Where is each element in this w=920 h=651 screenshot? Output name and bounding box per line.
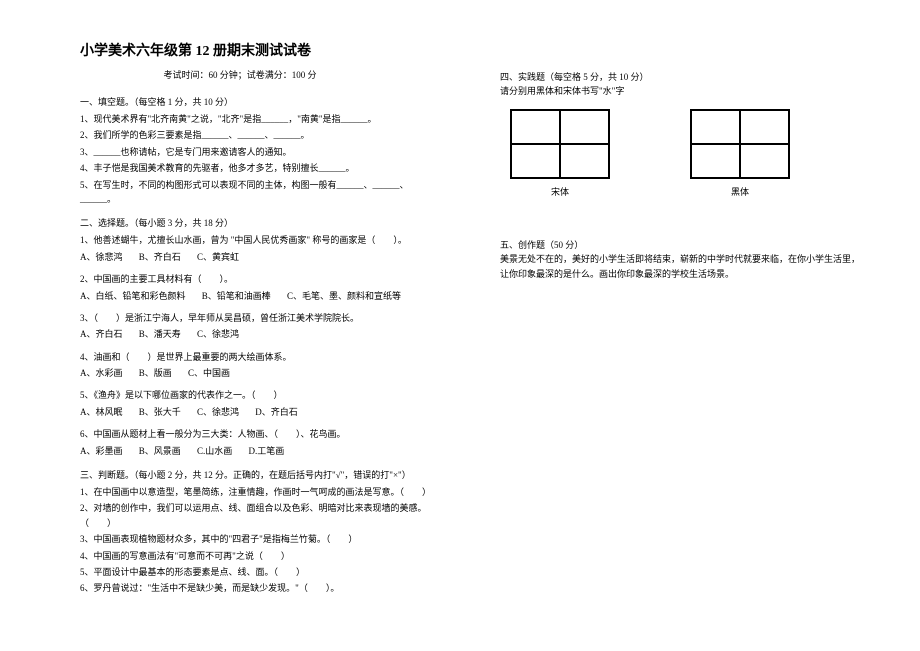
s1-q5: 5、在写生时，不同的构图形式可以表现不同的主体，构图一般有______、____… xyxy=(80,178,440,207)
s2-q1c: C、黄宾虹 xyxy=(197,252,239,262)
songti-grid-box: 宋体 xyxy=(510,109,610,198)
s2-q3: 3、（ ）是浙江宁海人，早年师从吴昌硕，曾任浙江美术学院院长。 xyxy=(80,311,440,325)
s2-q5-opts: A、林风眠 B、张大千 C、徐悲鸿 D、齐白石 xyxy=(80,405,440,419)
s2-q2c: C、毛笔、墨、颜料和宣纸等 xyxy=(287,291,401,301)
s2-q5b: B、张大千 xyxy=(139,407,181,417)
s2-q3b: B、潘天寿 xyxy=(139,329,181,339)
s2-q4b: B、版画 xyxy=(139,368,172,378)
heiti-grid[interactable] xyxy=(690,109,790,179)
s1-q4: 4、丰子恺是我国美术教育的先驱者，他多才多艺，特别擅长______。 xyxy=(80,161,440,175)
s1-q3: 3、______也称请帖，它是专门用来邀请客人的通知。 xyxy=(80,145,440,159)
s2-q6c: C.山水画 xyxy=(197,446,232,456)
s2-q6a: A、彩墨画 xyxy=(80,446,123,456)
s2-q2-opts: A、白纸、铅笔和彩色颜料 B、铅笔和油画棒 C、毛笔、墨、颜料和宣纸等 xyxy=(80,289,440,303)
s2-q4c: C、中国画 xyxy=(188,368,230,378)
practice-grids: 宋体 黑体 xyxy=(500,109,860,198)
heiti-label: 黑体 xyxy=(731,185,749,198)
s2-q1: 1、他善述蝴牛，尤擅长山水画，曾为 "中国人民优秀画家" 称号的画家是（ ）。 xyxy=(80,233,440,247)
s2-q1-opts: A、徐悲鸿 B、齐白石 C、黄宾虹 xyxy=(80,250,440,264)
s2-q4-opts: A、水彩画 B、版画 C、中国画 xyxy=(80,366,440,380)
s2-q4: 4、油画和（ ）是世界上最重要的两大绘画体系。 xyxy=(80,350,440,364)
s3-q6: 6、罗丹曾说过："生活中不是缺少美，而是缺少发现。"（ ）。 xyxy=(80,581,440,595)
section3-head: 三、判断题。（每小题 2 分，共 12 分。正确的，在题后括号内打"√"，错误的… xyxy=(80,468,440,481)
s2-q3-opts: A、齐白石 B、潘天寿 C、徐悲鸿 xyxy=(80,327,440,341)
exam-subtitle: 考试时间：60 分钟；试卷满分：100 分 xyxy=(40,68,440,81)
songti-grid[interactable] xyxy=(510,109,610,179)
s2-q6-opts: A、彩墨画 B、风景画 C.山水画 D.工笔画 xyxy=(80,444,440,458)
s2-q5: 5、《渔舟》是以下哪位画家的代表作之一。（ ） xyxy=(80,388,440,402)
s2-q3a: A、齐白石 xyxy=(80,329,123,339)
s2-q3c: C、徐悲鸿 xyxy=(197,329,239,339)
s2-q1b: B、齐白石 xyxy=(139,252,181,262)
s1-q1: 1、现代美术界有"北齐南黄"之说，"北齐"是指______，"南黄"是指____… xyxy=(80,112,440,126)
s3-q1: 1、在中国画中以意造型，笔墨简练，注重情趣，作画时一气呵成的画法是写意。（ ） xyxy=(80,485,440,499)
s3-q5: 5、平面设计中最基本的形态要素是点、线、面。（ ） xyxy=(80,565,440,579)
s2-q2a: A、白纸、铅笔和彩色颜料 xyxy=(80,291,186,301)
section5-head: 五、创作题（50 分） xyxy=(500,238,860,252)
s2-q5c: C、徐悲鸿 xyxy=(197,407,239,417)
section1-head: 一、填空题。（每空格 1 分，共 10 分） xyxy=(80,95,440,108)
exam-title: 小学美术六年级第 12 册期末测试试卷 xyxy=(80,40,440,60)
s2-q2: 2、中国画的主要工具材料有（ ）。 xyxy=(80,272,440,286)
s2-q5d: D、齐白石 xyxy=(255,407,298,417)
s1-q2: 2、我们所学的色彩三要素是指______、______、______。 xyxy=(80,128,440,142)
songti-label: 宋体 xyxy=(551,185,569,198)
s2-q2b: B、铅笔和油画棒 xyxy=(202,291,271,301)
section2-head: 二、选择题。（每小题 3 分，共 18 分） xyxy=(80,216,440,229)
s2-q6b: B、风景画 xyxy=(139,446,181,456)
section5-desc: 美景无处不在的，美好的小学生活即将结束，崭新的中学时代就要来临，在你小学生活里，… xyxy=(500,252,860,281)
heiti-grid-box: 黑体 xyxy=(690,109,790,198)
section4-head: 四、实践题（每空格 5 分，共 10 分） xyxy=(500,70,860,84)
s3-q4: 4、中国画的写意画法有"可意而不可再"之说（ ） xyxy=(80,549,440,563)
s2-q1a: A、徐悲鸿 xyxy=(80,252,123,262)
s2-q5a: A、林风眠 xyxy=(80,407,123,417)
s2-q4a: A、水彩画 xyxy=(80,368,123,378)
s3-q3: 3、中国画表现植物题材众多，其中的"四君子"是指梅兰竹菊。（ ） xyxy=(80,532,440,546)
s2-q6: 6、中国画从题材上看一般分为三大类：人物画、（ ）、花鸟画。 xyxy=(80,427,440,441)
s2-q6d: D.工笔画 xyxy=(249,446,285,456)
s3-q2: 2、对墙的创作中，我们可以运用点、线、面组合以及色彩、明暗对比来表现墙的美感。（… xyxy=(80,501,440,530)
section4-desc: 请分别用黑体和宋体书写"水"字 xyxy=(500,84,860,98)
